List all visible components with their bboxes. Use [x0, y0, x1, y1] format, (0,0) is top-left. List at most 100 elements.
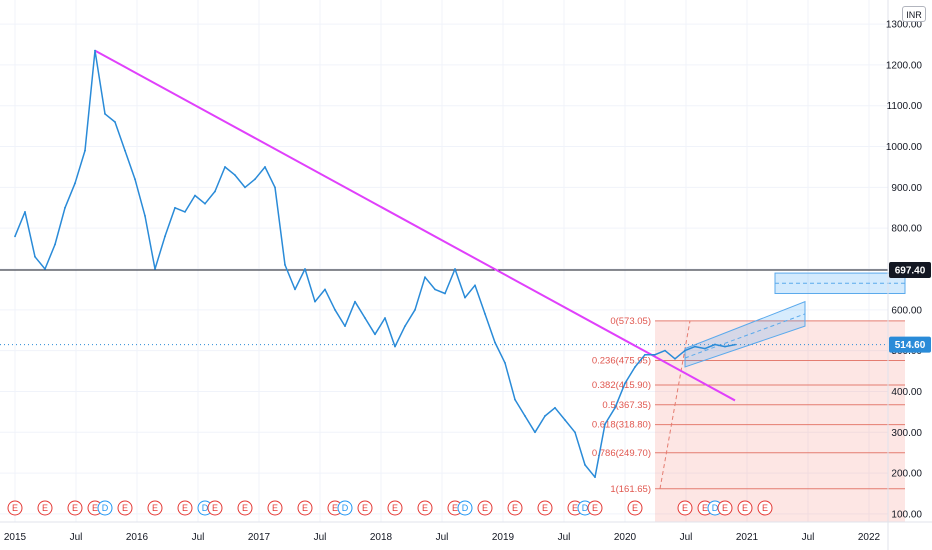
x-tick-label: 2015 [4, 532, 27, 543]
price-point [444, 292, 446, 295]
earnings-marker[interactable] [117, 500, 133, 516]
event-marker-label: E [762, 503, 768, 513]
price-tag-697-bg [889, 262, 931, 279]
fib-retracement[interactable]: 0(573.05) 0.236(475.95) 0.382(415.90) 0.5(3… [592, 316, 905, 522]
earnings-marker[interactable] [737, 500, 753, 516]
price-point [694, 345, 696, 348]
price-point [234, 174, 236, 177]
price-tag-697: 697.40 [895, 266, 926, 277]
earnings-marker[interactable] [147, 500, 163, 516]
price-point [164, 235, 166, 238]
earnings-marker[interactable] [507, 500, 523, 516]
price-point [354, 300, 356, 303]
price-point [104, 112, 106, 115]
event-marker-label: E [92, 503, 98, 513]
earnings-marker[interactable] [357, 500, 373, 516]
price-point [244, 186, 246, 189]
y-tick-label: 1100.00 [887, 101, 923, 112]
price-series [14, 49, 736, 479]
dividend-marker[interactable] [337, 500, 353, 516]
price-point [304, 268, 306, 270]
earnings-marker[interactable] [717, 500, 733, 516]
fib-level-label: 1(161.65) [610, 484, 651, 495]
event-marker-label: E [242, 503, 248, 513]
earnings-marker[interactable] [757, 500, 773, 516]
x-tick-label: 2017 [248, 532, 271, 543]
price-point [544, 415, 546, 417]
price-point [144, 215, 146, 217]
event-marker-label: E [422, 503, 428, 513]
earnings-marker[interactable] [177, 500, 193, 516]
earnings-marker[interactable] [37, 500, 53, 516]
earnings-marker[interactable] [387, 500, 403, 516]
event-marker-label: E [632, 503, 638, 513]
fib-level-label: 0.236(475.95) [592, 355, 651, 366]
earnings-marker[interactable] [587, 500, 603, 516]
x-tick-label: Jul [314, 532, 327, 543]
event-marker-label: D [102, 503, 109, 513]
earnings-marker[interactable] [677, 500, 693, 516]
channel-band[interactable] [684, 300, 806, 368]
currency-badge[interactable]: INR [902, 6, 926, 22]
event-marker-label: E [212, 503, 218, 513]
x-tick-label: Jul [70, 532, 83, 543]
price-point [324, 288, 326, 291]
trendline[interactable] [94, 49, 736, 402]
event-marker-label: D [582, 503, 589, 513]
price-point [614, 406, 616, 409]
price-point [374, 333, 376, 336]
magenta-trendline[interactable] [94, 49, 736, 402]
price-point [654, 353, 656, 356]
earnings-marker[interactable] [207, 500, 223, 516]
price-point [314, 300, 316, 303]
x-tick-label: 2020 [614, 532, 637, 543]
earnings-marker[interactable] [417, 500, 433, 516]
event-marker-label: E [272, 503, 278, 513]
earnings-marker[interactable] [237, 500, 253, 516]
x-tick-label: 2022 [858, 532, 881, 543]
x-tick-label: 2016 [126, 532, 149, 543]
price-point [704, 347, 706, 350]
price-point [224, 166, 226, 168]
price-point [534, 431, 536, 434]
event-marker-label: E [702, 503, 708, 513]
dividend-marker[interactable] [457, 500, 473, 516]
target-box[interactable] [774, 272, 906, 294]
earnings-marker[interactable] [627, 500, 643, 516]
fib-level-label: 0(573.05) [610, 316, 651, 327]
horizontal-line[interactable] [0, 269, 888, 346]
earnings-marker[interactable] [297, 500, 313, 516]
earnings-marker[interactable] [477, 500, 493, 516]
event-marker-label: E [722, 503, 728, 513]
dividend-marker[interactable] [97, 500, 113, 516]
price-point [434, 288, 436, 291]
event-marker-label: E [72, 503, 78, 513]
chart-grid [0, 0, 888, 522]
price-point [424, 276, 426, 279]
price-point [264, 166, 266, 168]
price-point [394, 345, 396, 348]
price-point [64, 206, 66, 209]
price-point [644, 353, 646, 356]
price-point [524, 415, 526, 417]
x-tick-label: 2018 [370, 532, 393, 543]
price-point [34, 255, 36, 258]
price-point [114, 121, 116, 123]
earnings-marker[interactable] [267, 500, 283, 516]
x-axis[interactable]: 2015 Jul 2016 Jul 2017 Jul 2018 Jul 2019 Jul 2020 J… [0, 521, 932, 543]
earnings-marker[interactable] [7, 500, 23, 516]
price-point [274, 186, 276, 189]
price-point [84, 149, 86, 152]
earnings-marker[interactable] [537, 500, 553, 516]
price-point [154, 268, 156, 270]
price-point [604, 423, 606, 426]
y-tick-label: 400.00 [891, 387, 922, 398]
price-point [284, 264, 286, 266]
price-point [24, 210, 26, 213]
earnings-marker[interactable] [67, 500, 83, 516]
parallel-channel[interactable] [684, 300, 806, 368]
price-point [564, 419, 566, 421]
fib-level-label: 0.618(318.80) [592, 420, 651, 431]
